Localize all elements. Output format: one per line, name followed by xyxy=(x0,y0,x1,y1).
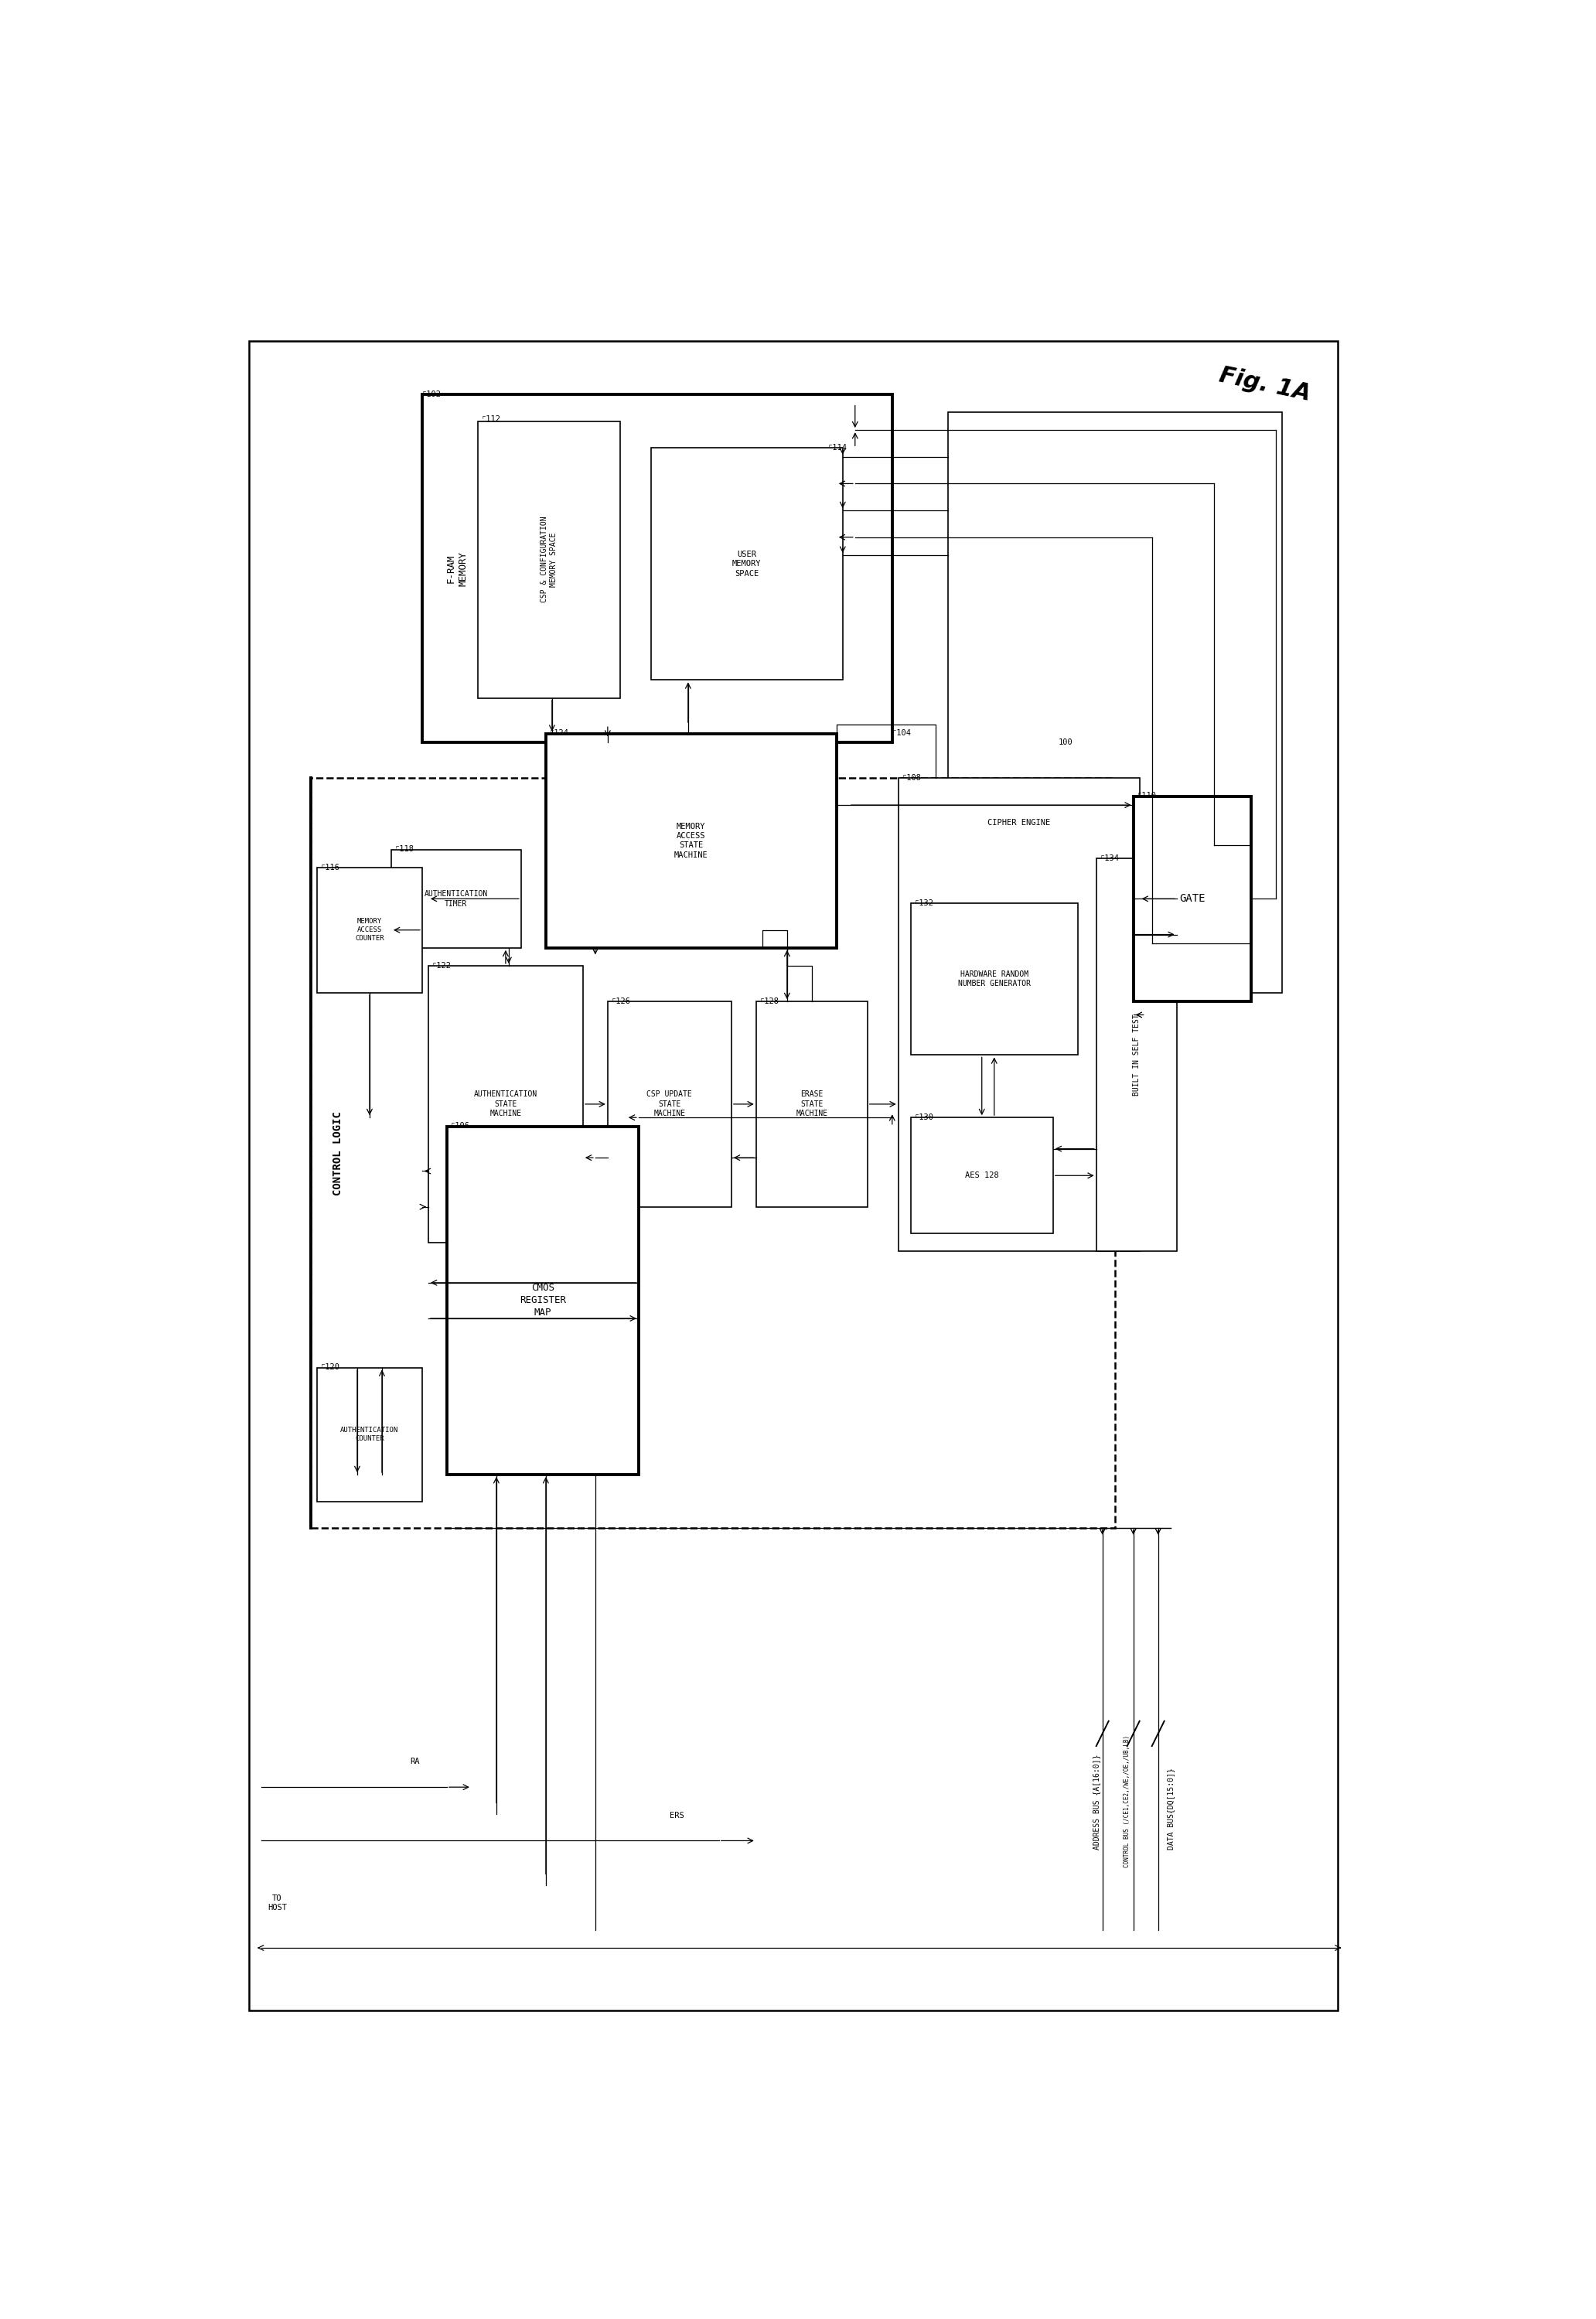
Text: ⌜106: ⌜106 xyxy=(450,1122,469,1129)
Bar xyxy=(608,1002,731,1206)
Text: ⌜120: ⌜120 xyxy=(321,1364,340,1371)
Text: ⌜114: ⌜114 xyxy=(828,443,847,452)
Text: ⌜112: ⌜112 xyxy=(482,415,501,422)
Text: AES 128: AES 128 xyxy=(966,1171,999,1180)
Text: MEMORY
ACCESS
COUNTER: MEMORY ACCESS COUNTER xyxy=(354,918,385,942)
Text: ERS: ERS xyxy=(670,1811,685,1820)
Bar xyxy=(546,733,836,948)
Text: ⌜134: ⌜134 xyxy=(1100,853,1119,863)
Text: MEMORY
ACCESS
STATE
MACHINE: MEMORY ACCESS STATE MACHINE xyxy=(674,823,709,858)
Text: AUTHENTICATION
TIMER: AUTHENTICATION TIMER xyxy=(425,890,488,907)
Text: ⌜104: ⌜104 xyxy=(892,730,911,737)
Text: CIPHER ENGINE: CIPHER ENGINE xyxy=(988,819,1050,828)
Text: HARDWARE RANDOM
NUMBER GENERATOR: HARDWARE RANDOM NUMBER GENERATOR xyxy=(958,969,1031,988)
Text: ⌜122: ⌜122 xyxy=(433,962,452,969)
Text: AUTHENTICATION
COUNTER: AUTHENTICATION COUNTER xyxy=(340,1426,399,1442)
Text: ⌜126: ⌜126 xyxy=(611,997,630,1004)
Text: CONTROL BUS (/CE1,CE2,/WE,/OE,/UB,LB): CONTROL BUS (/CE1,CE2,/WE,/OE,/UB,LB) xyxy=(1124,1735,1130,1867)
Text: DATA BUS{DQ[15:0]}: DATA BUS{DQ[15:0]} xyxy=(1167,1767,1175,1851)
Text: ⌜132: ⌜132 xyxy=(915,900,934,907)
Text: Fig. 1A: Fig. 1A xyxy=(1218,364,1312,406)
Bar xyxy=(948,413,1282,993)
Text: CSP UPDATE
STATE
MACHINE: CSP UPDATE STATE MACHINE xyxy=(646,1090,693,1118)
Text: CSP & CONFIGURATION
MEMORY SPACE: CSP & CONFIGURATION MEMORY SPACE xyxy=(541,517,557,603)
Text: ⌜130: ⌜130 xyxy=(915,1113,934,1120)
Bar xyxy=(477,422,621,698)
Text: ⌜118: ⌜118 xyxy=(394,846,415,853)
Bar xyxy=(318,1368,421,1500)
Text: F-RAM
MEMORY: F-RAM MEMORY xyxy=(445,552,468,587)
Text: BUILT IN SELF TEST: BUILT IN SELF TEST xyxy=(1133,1013,1140,1097)
Bar xyxy=(391,849,520,948)
Text: ERASE
STATE
MACHINE: ERASE STATE MACHINE xyxy=(796,1090,828,1118)
Bar xyxy=(447,1127,638,1475)
Bar xyxy=(911,1118,1053,1234)
Text: ⌜110: ⌜110 xyxy=(1136,793,1157,800)
Bar xyxy=(311,779,1116,1528)
Text: CMOS
REGISTER
MAP: CMOS REGISTER MAP xyxy=(520,1282,567,1317)
Text: ⌜128: ⌜128 xyxy=(760,997,779,1004)
Bar xyxy=(1133,795,1251,1002)
Text: ⌜116: ⌜116 xyxy=(321,863,340,872)
Text: 100: 100 xyxy=(1058,740,1073,747)
Bar xyxy=(428,965,583,1243)
Bar xyxy=(899,779,1140,1252)
Text: USER
MEMORY
SPACE: USER MEMORY SPACE xyxy=(733,550,761,577)
Text: ⌜102: ⌜102 xyxy=(421,390,442,399)
Text: CONTROL LOGIC: CONTROL LOGIC xyxy=(332,1111,343,1194)
Text: ⌜108: ⌜108 xyxy=(902,775,921,782)
Bar xyxy=(757,1002,868,1206)
Text: ADDRESS BUS {A[16:0]}: ADDRESS BUS {A[16:0]} xyxy=(1092,1753,1100,1851)
Text: AUTHENTICATION
STATE
MACHINE: AUTHENTICATION STATE MACHINE xyxy=(474,1090,538,1118)
Bar xyxy=(651,448,843,679)
Bar xyxy=(1096,858,1176,1252)
Text: GATE: GATE xyxy=(1179,893,1205,904)
Text: TO
HOST: TO HOST xyxy=(268,1895,287,1911)
Bar xyxy=(318,867,421,993)
Bar xyxy=(421,394,892,742)
Bar xyxy=(249,341,1337,2011)
Text: ⌜124: ⌜124 xyxy=(549,730,568,737)
Text: RA: RA xyxy=(410,1758,420,1765)
Bar xyxy=(911,904,1077,1055)
